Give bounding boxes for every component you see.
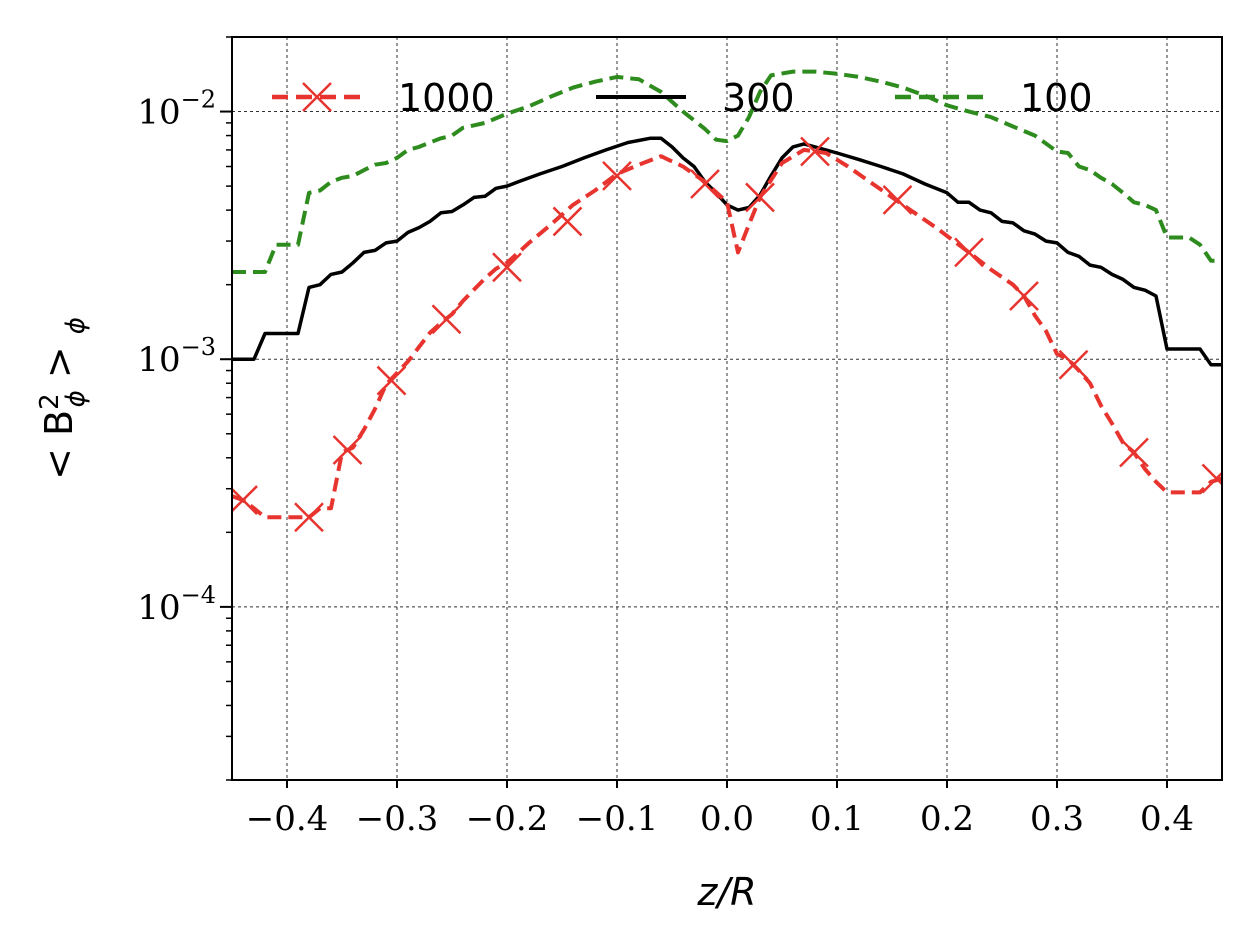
y-axis-label-tail: > xyxy=(37,334,81,390)
series-marker-1000 xyxy=(492,252,522,283)
series-marker-1000 xyxy=(332,435,363,465)
y-axis-label-sup: 2 xyxy=(35,393,65,410)
x-tick-label: 0.3 xyxy=(1030,799,1084,839)
series-line-1000 xyxy=(232,147,1222,520)
series-marker-1000 xyxy=(882,184,913,215)
x-tick-label: 0.0 xyxy=(700,799,754,839)
y-axis-label-tail-sub: ϕ xyxy=(61,317,91,334)
y-tick-label: 10−2 xyxy=(137,86,216,133)
legend-label-300: 300 xyxy=(722,76,795,120)
y-tick-label: 10−3 xyxy=(137,333,216,380)
series-line-300 xyxy=(232,136,1222,367)
series-marker-1000 xyxy=(745,182,775,213)
series-line-100 xyxy=(232,69,1222,274)
series-marker-1000 xyxy=(800,136,830,167)
legend-label-100: 100 xyxy=(1020,76,1093,120)
x-tick-label: 0.2 xyxy=(920,799,974,839)
y-axis-label-sub: ϕ xyxy=(61,390,91,407)
series-1000 xyxy=(232,136,1222,533)
series-marker-1000 xyxy=(1119,437,1149,468)
legend: 1000 300 100 xyxy=(272,76,1093,120)
ticks: −0.4 −0.3 −0.2 −0.1 0.0 0.1 0.2 0.3 0.4 10−4 10−3 1… xyxy=(137,36,1194,839)
y-axis-label: < B2ϕ > ϕ xyxy=(35,317,91,480)
x-tick-label: −0.2 xyxy=(466,799,549,839)
series-marker-1000 xyxy=(1201,463,1222,494)
x-tick-label: −0.1 xyxy=(576,799,659,839)
series-marker-1000 xyxy=(232,485,258,515)
series-marker-1000 xyxy=(690,169,720,199)
series-marker-1000 xyxy=(376,365,407,396)
legend-marker-1000 xyxy=(302,82,332,112)
series-marker-1000 xyxy=(431,304,462,335)
y-axis-label-main: < B xyxy=(37,410,81,480)
x-tick-label: −0.4 xyxy=(246,799,329,839)
series-marker-1000 xyxy=(1058,349,1089,380)
series-marker-1000 xyxy=(1009,281,1039,311)
y-tick-label: 10−4 xyxy=(137,581,216,628)
x-tick-label: 0.1 xyxy=(810,799,864,839)
x-axis-label: z/R xyxy=(696,870,756,914)
legend-label-1000: 1000 xyxy=(398,76,495,120)
grid xyxy=(232,37,1222,780)
series-100 xyxy=(232,69,1222,274)
x-tick-label: −0.3 xyxy=(356,799,439,839)
series-marker-1000 xyxy=(552,206,583,237)
series-layer xyxy=(232,69,1222,533)
series-marker-1000 xyxy=(294,502,324,533)
x-tick-label: 0.4 xyxy=(1140,799,1194,839)
series-marker-1000 xyxy=(954,237,984,268)
series-marker-1000 xyxy=(602,160,632,191)
series-300 xyxy=(232,136,1222,367)
